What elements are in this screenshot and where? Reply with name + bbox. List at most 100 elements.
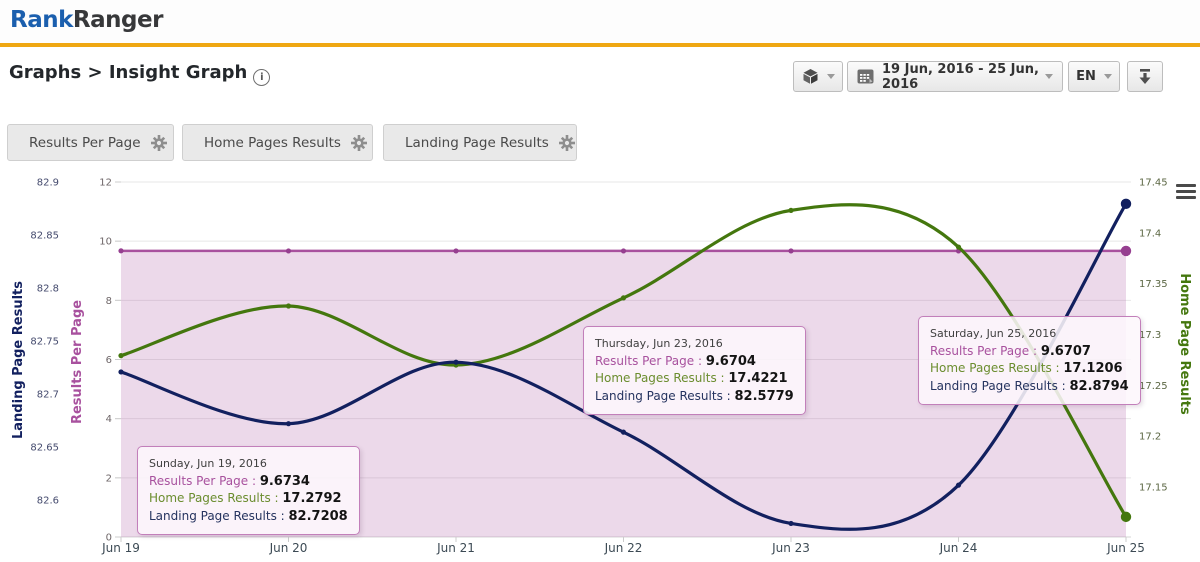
series-marker-1: [1120, 511, 1132, 523]
tooltip-value: 9.6704: [705, 353, 756, 369]
legend-label: Home Pages Results: [204, 134, 341, 151]
legend-button-landing-page-results[interactable]: Landing Page Results: [383, 124, 577, 161]
app-header: RankRanger: [0, 0, 1200, 43]
info-icon[interactable]: i: [253, 69, 271, 86]
tooltip-value: 82.5779: [734, 388, 794, 404]
series-marker-1: [788, 207, 794, 213]
rankranger-logo[interactable]: RankRanger: [10, 7, 163, 33]
y-axis-tick-label: 17.2: [1139, 432, 1161, 443]
chevron-down-icon: [826, 74, 835, 79]
y-axis-tick-label: 8: [106, 296, 112, 307]
x-axis-label: Jun 24: [939, 541, 978, 555]
page-title-row: Graphs > Insight Graph i: [0, 47, 1200, 103]
y-axis-title: Home Page Results: [1177, 273, 1192, 415]
y-axis-tick-label: 6: [106, 355, 112, 366]
gear-icon[interactable]: [558, 134, 575, 151]
x-axis-label: Jun 23: [771, 541, 810, 555]
package-icon: [802, 68, 819, 85]
series-marker-2: [788, 520, 794, 527]
tooltip-value: 9.6707: [1040, 343, 1091, 359]
tooltip-value: 17.1206: [1063, 361, 1123, 376]
tooltip-series-label: Results Per Page: [149, 473, 249, 488]
series-marker-2: [620, 429, 627, 435]
y-axis-tick-label: 82.7: [37, 390, 59, 401]
y-axis-tick-label: 82.75: [30, 337, 59, 348]
tooltip-jun25: Saturday, Jun 25, 2016 Results Per Page …: [918, 316, 1141, 405]
tooltip-value: 17.4221: [728, 371, 788, 386]
tooltip-date: Thursday, Jun 23, 2016: [595, 337, 723, 350]
package-menu-button[interactable]: [793, 61, 843, 92]
tooltip-series-label: Results Per Page: [930, 343, 1030, 358]
y-axis-tick-label: 4: [106, 414, 112, 425]
download-button[interactable]: [1127, 61, 1163, 92]
x-axis-label: Jun 22: [604, 541, 643, 555]
legend-label: Results Per Page: [29, 134, 141, 151]
series-marker-0: [1120, 245, 1132, 257]
series-marker-1: [620, 295, 627, 301]
tooltip-value: 82.8794: [1069, 378, 1129, 394]
date-range-label: 19 Jun, 2016 - 25 Jun, 2016: [882, 61, 1039, 92]
calendar-icon: [857, 69, 874, 84]
series-marker-2: [1120, 198, 1132, 210]
tooltip-jun23: Thursday, Jun 23, 2016 Results Per Page …: [583, 326, 806, 415]
y-axis-tick-label: 82.9: [37, 178, 59, 189]
language-selector[interactable]: EN: [1068, 61, 1120, 92]
y-axis-tick-label: 82.65: [30, 443, 59, 454]
y-axis-tick-label: 82.85: [30, 231, 59, 242]
series-marker-2: [955, 482, 962, 488]
y-axis-tick-label: 17.25: [1139, 381, 1168, 392]
legend-button-home-pages-results[interactable]: Home Pages Results: [182, 124, 373, 161]
series-marker-2: [285, 421, 292, 427]
y-axis-title: Results Per Page: [70, 300, 85, 424]
y-axis-tick-label: 0: [106, 533, 112, 544]
tooltip-date: Sunday, Jun 19, 2016: [149, 457, 267, 470]
tooltip-date: Saturday, Jun 25, 2016: [930, 327, 1057, 340]
page-title: Graphs > Insight Graph i: [9, 62, 271, 86]
series-marker-0: [620, 248, 627, 254]
series-marker-1: [118, 353, 124, 359]
x-axis-label: Jun 21: [436, 541, 475, 555]
y-axis-tick-label: 17.15: [1139, 482, 1168, 493]
x-axis-label: Jun 20: [269, 541, 308, 555]
date-range-picker[interactable]: 19 Jun, 2016 - 25 Jun, 2016: [847, 61, 1063, 92]
y-axis-tick-label: 2: [106, 473, 112, 484]
tooltip-series-label: Results Per Page: [595, 353, 695, 368]
tooltip-series-label: Landing Page Results: [149, 508, 277, 523]
y-axis-tick-label: 82.6: [37, 496, 59, 507]
y-axis-tick-label: 17.4: [1139, 228, 1161, 239]
tooltip-series-label: Home Pages Results: [930, 361, 1052, 375]
series-marker-1: [955, 244, 962, 250]
series-marker-0: [788, 248, 794, 254]
tooltip-value: 17.2792: [282, 491, 342, 506]
y-axis-tick-label: 17.35: [1139, 279, 1168, 290]
tooltip-series-label: Landing Page Results: [930, 378, 1058, 393]
x-axis-label: Jun 25: [1106, 541, 1145, 555]
legend-label: Landing Page Results: [405, 134, 549, 151]
x-axis-label: Jun 19: [101, 541, 140, 555]
chart-menu-icon[interactable]: [1176, 184, 1196, 199]
gear-icon[interactable]: [350, 134, 367, 151]
chevron-down-icon: [1103, 74, 1112, 79]
logo-ranger: Ranger: [72, 7, 164, 33]
series-marker-1: [285, 303, 292, 309]
download-icon: [1137, 68, 1153, 85]
header-divider: [0, 43, 1200, 47]
series-marker-0: [118, 248, 124, 254]
y-axis-tick-label: 10: [99, 237, 112, 248]
legend-button-results-per-page[interactable]: Results Per Page: [7, 124, 174, 161]
tooltip-series-label: Home Pages Results: [149, 491, 271, 505]
series-marker-2: [453, 359, 459, 365]
tooltip-series-label: Home Pages Results: [595, 371, 717, 385]
y-axis-tick-label: 82.8: [37, 284, 59, 295]
gear-icon[interactable]: [150, 134, 167, 151]
y-axis-tick-label: 17.45: [1139, 178, 1168, 189]
tooltip-jun19: Sunday, Jun 19, 2016 Results Per Page : …: [137, 446, 360, 535]
y-axis-title: Landing Page Results: [11, 281, 26, 439]
series-marker-0: [285, 248, 292, 254]
series-marker-0: [453, 248, 459, 254]
language-label: EN: [1076, 69, 1096, 84]
y-axis-tick-label: 12: [99, 178, 112, 189]
tooltip-series-label: Landing Page Results: [595, 388, 723, 403]
tooltip-value: 9.6734: [259, 473, 310, 489]
y-axis-tick-label: 17.3: [1139, 330, 1161, 341]
